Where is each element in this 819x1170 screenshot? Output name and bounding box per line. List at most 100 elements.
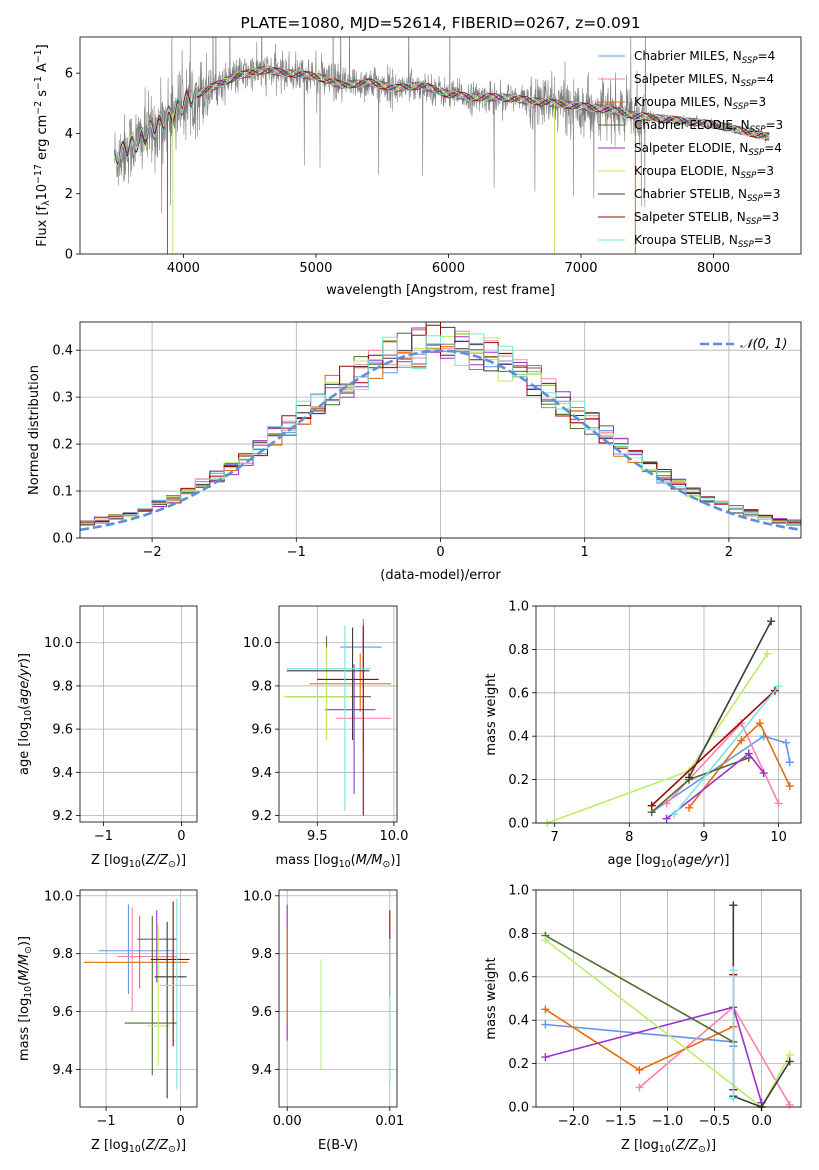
y-tick-label: 9.2 [52, 809, 73, 824]
y-tick-label: 0.6 [508, 970, 529, 985]
y-tick-label: 0.4 [508, 1014, 529, 1029]
y-tick-label: 9.4 [251, 766, 272, 781]
model-spectrum [114, 67, 770, 165]
legend-entry: Kroupa ELODIE, NSSP=3 [634, 164, 774, 181]
legend-entry: 𝒩(0, 1) [740, 337, 787, 352]
mass-ebv-errorbars [286, 904, 391, 1084]
x-tick-label: −1 [96, 1114, 115, 1129]
y-axis-label: mass weight [484, 673, 499, 755]
weight-point [737, 736, 746, 745]
x-tick-label: 0 [436, 545, 444, 560]
y-tick-label: 10.0 [243, 889, 272, 904]
y-axis-label: Normed distribution [27, 365, 42, 495]
y-axis-label: mass weight [484, 957, 499, 1039]
weight-z-axes [536, 889, 801, 1108]
y-tick-label: 0.8 [508, 927, 529, 942]
x-tick-label: 6000 [432, 261, 465, 276]
model-spectrum [114, 67, 770, 162]
age-z-errorbars [80, 619, 195, 811]
weight-point [635, 1083, 644, 1092]
x-axis-label: (data-model)/error [380, 568, 501, 583]
weight-age-lines [543, 617, 794, 827]
weight-point [767, 617, 776, 626]
y-tick-label: 2 [65, 187, 73, 202]
x-axis-label: Z [log10(Z/Z⊙)] [91, 853, 186, 870]
weight-point [662, 799, 671, 808]
y-tick-label: 0.0 [52, 532, 73, 547]
weight-point [685, 773, 694, 782]
y-tick-label: 0.4 [52, 344, 73, 359]
y-tick-label: 0.2 [508, 1057, 529, 1072]
x-tick-label: 2 [725, 545, 733, 560]
x-tick-label: 9.5 [307, 829, 328, 844]
weight-point [737, 719, 746, 728]
y-tick-label: 0.8 [508, 643, 529, 658]
y-tick-label: 9.6 [251, 1005, 272, 1020]
y-tick-label: 0.6 [508, 686, 529, 701]
y-tick-label: 0.0 [508, 817, 529, 832]
x-axis-label: mass [log10(M/M⊙)] [276, 853, 401, 870]
age-mass-axes [279, 606, 397, 822]
weight-series [673, 685, 780, 815]
y-axis-label: age [log10(age/yr)] [17, 653, 34, 775]
chart-title: PLATE=1080, MJD=52614, FIBERID=0267, z=0… [240, 14, 640, 32]
y-tick-label: 10.0 [44, 636, 73, 651]
y-tick-label: 9.6 [52, 723, 73, 738]
weight-point [763, 649, 772, 658]
weight-point [670, 810, 679, 819]
mass-z-axes [80, 890, 197, 1107]
mass-ebv-axes [279, 890, 397, 1107]
legend-entry: Kroupa STELIB, NSSP=3 [634, 233, 771, 250]
weight-point [759, 769, 768, 778]
weight-series [651, 735, 791, 813]
x-tick-label: −2 [143, 545, 162, 560]
weight-series [688, 620, 772, 778]
age-mass-frame [278, 605, 398, 823]
x-axis-label: wavelength [Angstrom, rest frame] [326, 283, 555, 298]
x-tick-label: 8 [625, 830, 633, 845]
mass-z-errorbars [83, 898, 196, 1099]
weight-point [635, 1066, 644, 1075]
weight-series [546, 653, 769, 824]
x-axis-label: Z [log10(Z/Z⊙)] [621, 1138, 716, 1155]
model-spectrum [114, 68, 770, 168]
y-tick-label: 1.0 [508, 884, 529, 899]
x-tick-label: −1 [287, 545, 306, 560]
legend-entry: Chabrier STELIB, NSSP=3 [634, 187, 781, 204]
mass-z-frame [79, 889, 198, 1108]
weight-point [541, 1020, 550, 1029]
y-tick-label: 10.0 [44, 889, 73, 904]
weight-series [651, 690, 776, 807]
legend-entry: Salpeter ELODIE, NSSP=4 [634, 141, 782, 158]
x-tick-label: −1.5 [605, 1114, 637, 1129]
age-z-axes [80, 606, 197, 822]
weight-point [785, 782, 794, 791]
weight-point [729, 901, 738, 910]
x-tick-label: 1 [581, 545, 589, 560]
age-mass-errorbars [283, 618, 391, 816]
weight-point [785, 758, 794, 767]
weight-point [774, 682, 783, 691]
weight-point [729, 966, 738, 975]
weight-point [647, 801, 656, 810]
model-spectrum [114, 67, 770, 169]
weight-series [545, 934, 734, 1043]
weight-point [541, 935, 550, 944]
y-tick-label: 4 [65, 127, 73, 142]
x-tick-label: 4000 [167, 261, 200, 276]
y-tick-label: 0.4 [508, 730, 529, 745]
residual-histograms [80, 322, 801, 532]
x-tick-label: 0.00 [273, 1114, 302, 1129]
x-tick-label: 0.0 [751, 1114, 772, 1129]
legend-entry: Chabrier ELODIE, NSSP=3 [634, 118, 783, 135]
y-tick-label: 0.1 [52, 485, 73, 500]
age-z-frame [79, 605, 198, 823]
normal-curve [80, 349, 801, 532]
x-tick-label: −1 [94, 829, 113, 844]
y-tick-label: 1.0 [508, 600, 529, 615]
y-tick-label: 0.2 [52, 438, 73, 453]
y-tick-label: 9.2 [251, 809, 272, 824]
weight-point [541, 1005, 550, 1014]
x-tick-label: 7000 [564, 261, 597, 276]
weight-point [685, 803, 694, 812]
